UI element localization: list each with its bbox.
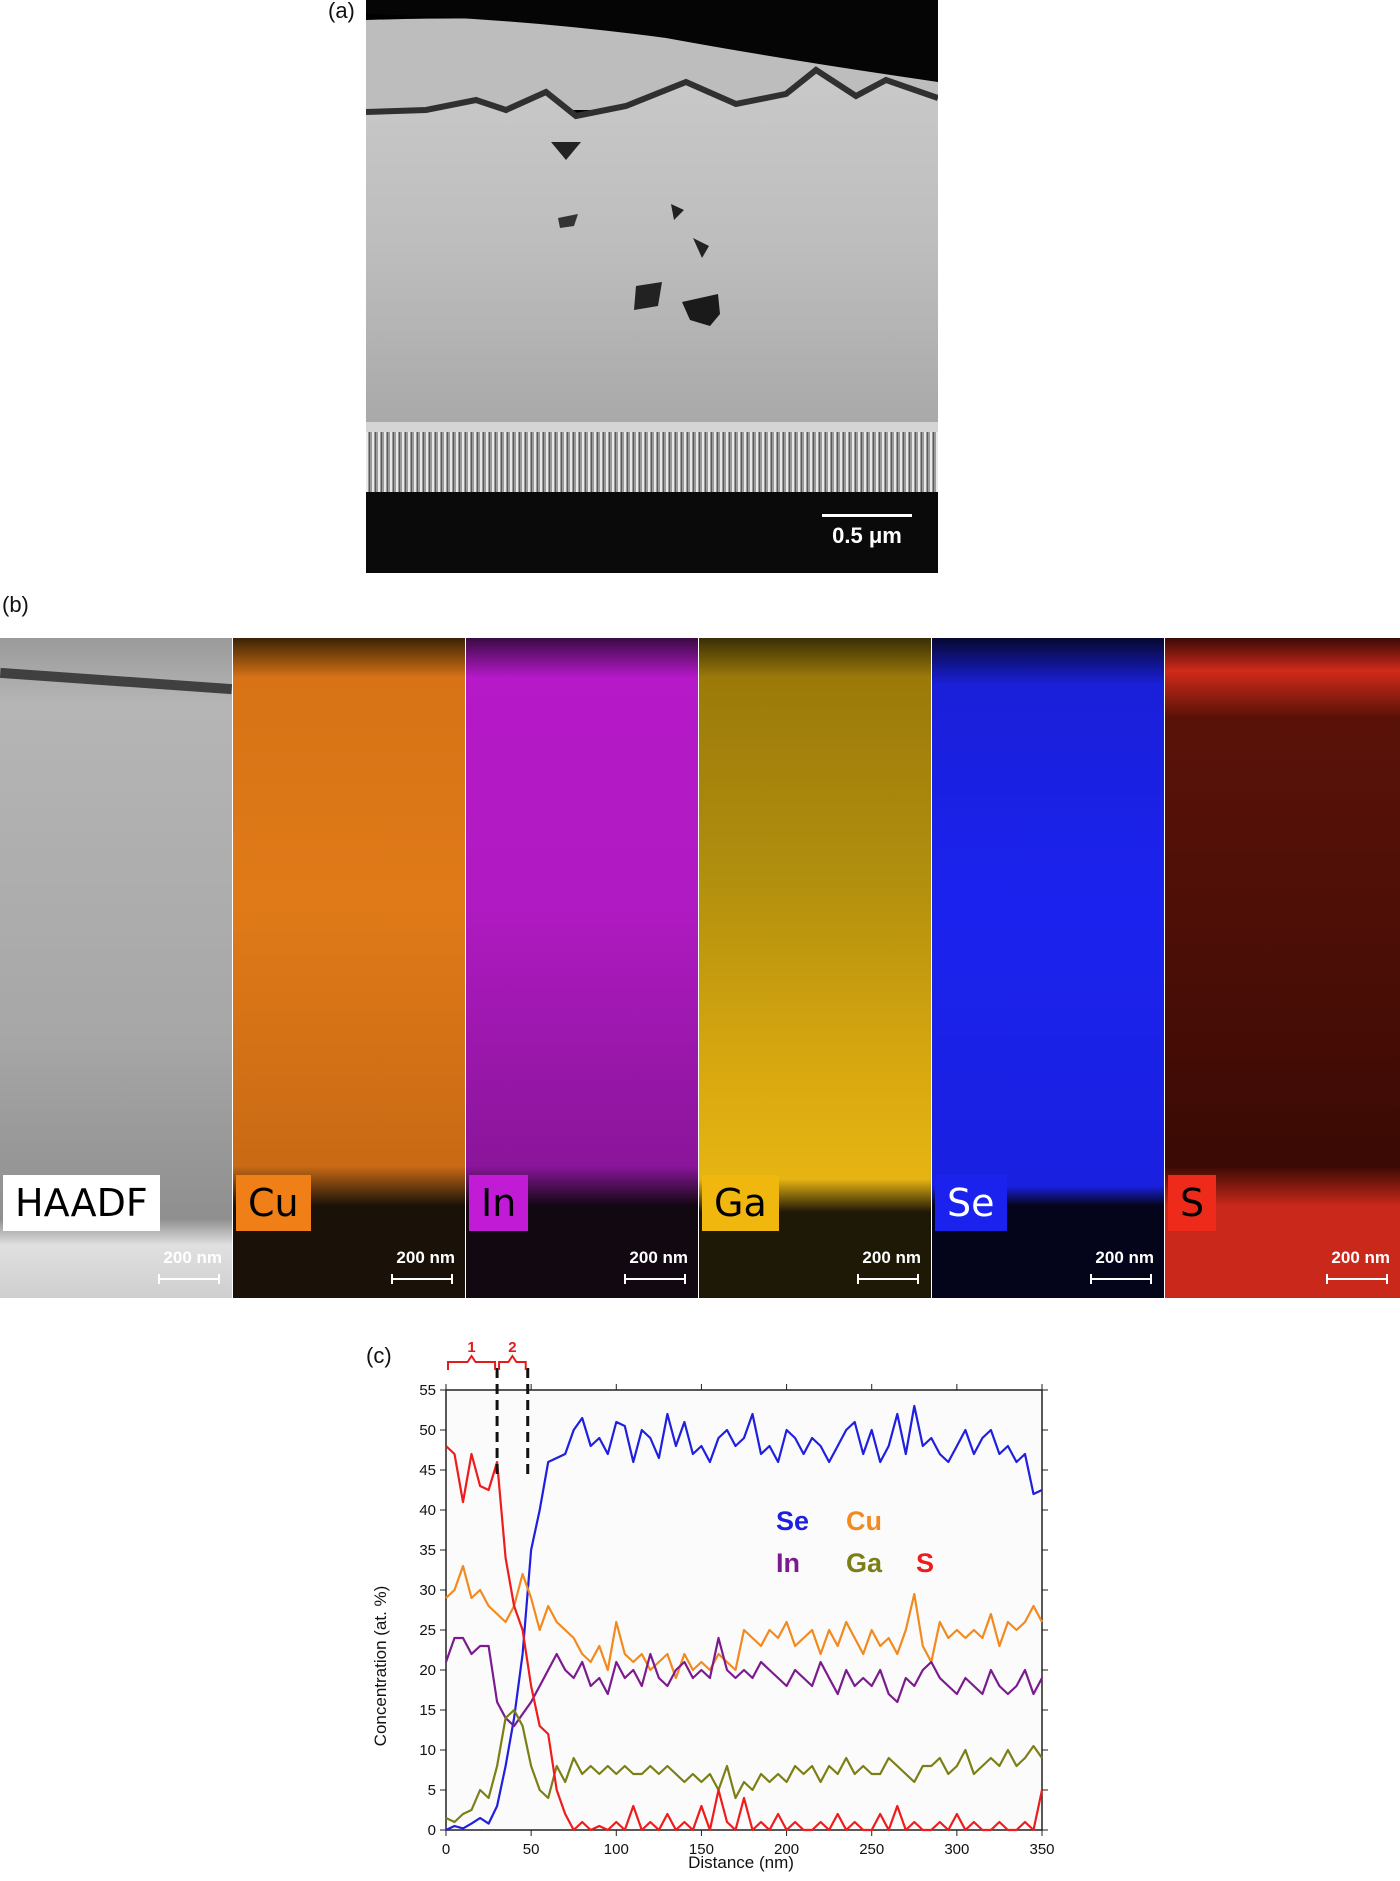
map-scale-label-se: 200 nm	[1095, 1248, 1154, 1267]
panel-label-b: (b)	[2, 592, 29, 617]
y-tick-label: 30	[419, 1582, 436, 1599]
x-tick-label: 350	[1029, 1841, 1054, 1858]
y-tick-label: 5	[428, 1782, 436, 1799]
map-scale-label-haadf: 200 nm	[163, 1248, 222, 1267]
map-ga: Ga 200 nm	[699, 638, 931, 1298]
plot-area	[446, 1390, 1042, 1830]
y-axis-label: Concentration (at. %)	[371, 1586, 390, 1747]
legend-s: S	[916, 1548, 934, 1578]
y-tick-label: 35	[419, 1542, 436, 1559]
map-scale-label-ga: 200 nm	[862, 1248, 921, 1267]
y-tick-label: 20	[419, 1662, 436, 1679]
map-cu: Cu 200 nm	[233, 638, 465, 1298]
map-label-in: In	[469, 1175, 529, 1231]
map-haadf: HAADF 200 nm	[0, 638, 232, 1298]
x-tick-label: 100	[604, 1841, 629, 1858]
map-label-ga: Ga	[702, 1175, 779, 1231]
y-tick-label: 10	[419, 1742, 436, 1759]
series-line-s	[445, 1445, 1044, 1832]
film-structure-svg	[366, 0, 938, 573]
x-tick-label: 250	[859, 1841, 884, 1858]
series-line-ga	[445, 1708, 1043, 1824]
map-label-s: S	[1168, 1175, 1217, 1231]
legend-se: Se	[776, 1506, 809, 1536]
y-tick-label: 0	[428, 1822, 436, 1839]
legend-ga: Ga	[846, 1548, 883, 1578]
y-tick-label: 15	[419, 1702, 436, 1719]
x-axis-label: Distance (nm)	[688, 1853, 794, 1872]
x-tick-label: 200	[774, 1841, 799, 1858]
map-scale-label-in: 200 nm	[629, 1248, 688, 1267]
y-tick-label: 40	[419, 1502, 436, 1519]
x-tick-label: 300	[944, 1841, 969, 1858]
region-label-2: 2	[508, 1339, 516, 1356]
region-bracket-2	[498, 1354, 527, 1370]
map-scale-bar-in	[624, 1274, 686, 1284]
scale-bar-label: 0.5 μm	[832, 523, 902, 548]
map-in: In 200 nm	[466, 638, 698, 1298]
scale-bar-a: 0.5 μm	[822, 514, 912, 549]
y-tick-label: 55	[419, 1382, 436, 1399]
x-tick-label: 50	[523, 1841, 540, 1858]
plot-frame	[445, 1389, 1043, 1831]
map-scale-bar-se	[1090, 1274, 1152, 1284]
map-scale-label-s: 200 nm	[1331, 1248, 1390, 1267]
map-scale-label-cu: 200 nm	[396, 1248, 455, 1267]
panel-label-c: (c)	[366, 1343, 392, 1368]
panel-label-a: (a)	[328, 0, 355, 23]
region-bracket-1	[447, 1354, 497, 1370]
map-label-se: Se	[935, 1175, 1007, 1231]
series-line-cu	[445, 1564, 1043, 1680]
map-label-haadf: HAADF	[3, 1175, 160, 1231]
y-tick-label: 25	[419, 1622, 436, 1639]
x-tick-label: 150	[689, 1841, 714, 1858]
map-scale-bar-haadf	[158, 1274, 220, 1284]
map-scale-bar-ga	[857, 1274, 919, 1284]
y-tick-label: 50	[419, 1422, 436, 1439]
stem-cross-section-image: 0.5 μm	[366, 0, 938, 573]
legend-in: In	[776, 1548, 800, 1578]
eds-map-row: HAADF 200 nm Cu 200 nm In 200 nm Ga 200 …	[0, 638, 1400, 1298]
region-label-1: 1	[467, 1339, 475, 1356]
legend-cu: Cu	[846, 1506, 882, 1536]
series-line-se	[445, 1404, 1043, 1831]
map-s: S 200 nm	[1165, 638, 1400, 1298]
map-se: Se 200 nm	[932, 638, 1164, 1298]
concentration-profile-chart: 0 50 100 150 200 250 300 3500510152025303540455…	[371, 1339, 1055, 1872]
map-scale-bar-s	[1326, 1274, 1388, 1284]
map-scale-bar-cu	[391, 1274, 453, 1284]
y-tick-label: 45	[419, 1462, 436, 1479]
map-label-cu: Cu	[236, 1175, 311, 1231]
x-tick-label: 0	[442, 1841, 450, 1858]
series-line-in	[444, 1636, 1043, 1728]
scale-bar-line	[822, 514, 912, 517]
